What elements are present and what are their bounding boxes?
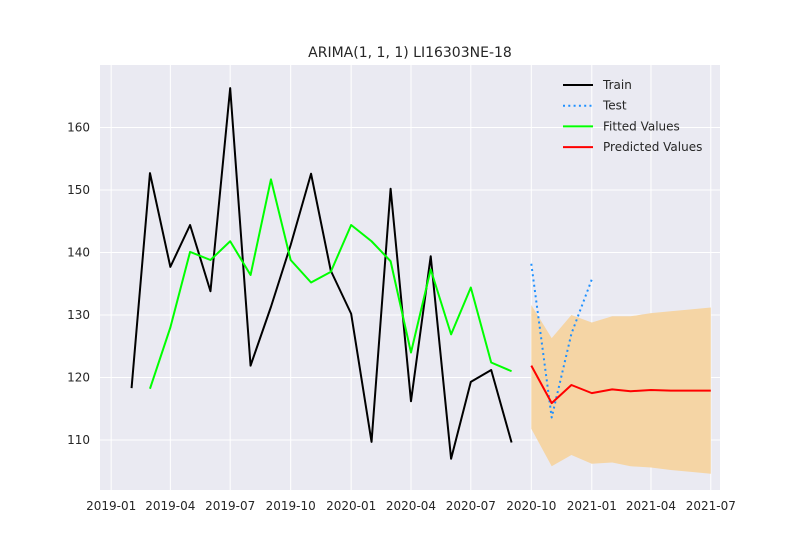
- legend-label: Train: [602, 78, 632, 92]
- series-line-fitted-values: [149, 178, 512, 390]
- legend-label: Predicted Values: [603, 140, 702, 154]
- series-line-train: [130, 87, 513, 460]
- legend-label: Fitted Values: [603, 119, 680, 133]
- y-axis-ticks: 110 120 130 140 150 160: [67, 121, 90, 448]
- y-tick-label: 120: [67, 371, 90, 385]
- x-tick-label: 2020-10: [506, 499, 556, 513]
- x-tick-label: 2020-04: [386, 499, 436, 513]
- x-axis-ticks: 2019-01 2019-04 2019-07 2019-10 2020-01 2020-…: [86, 499, 736, 513]
- x-tick-label: 2019-01: [86, 499, 136, 513]
- x-tick-label: 2019-07: [205, 499, 255, 513]
- y-tick-label: 150: [67, 183, 90, 197]
- x-tick-label: 2020-07: [446, 499, 496, 513]
- x-tick-label: 2021-01: [567, 499, 617, 513]
- chart-title: ARIMA(1, 1, 1) LI16303NE-18: [308, 45, 512, 61]
- y-tick-label: 110: [67, 433, 90, 447]
- series-line-predicted-values: [530, 365, 711, 405]
- y-tick-label: 140: [67, 246, 90, 260]
- y-tick-label: 160: [67, 121, 90, 135]
- x-tick-label: 2019-10: [266, 499, 316, 513]
- x-tick-label: 2019-04: [145, 499, 195, 513]
- legend: Train Test Fitted Values Predicted Values: [563, 78, 702, 154]
- legend-label: Test: [602, 99, 627, 113]
- x-tick-label: 2021-04: [626, 499, 676, 513]
- y-tick-label: 130: [67, 308, 90, 322]
- x-tick-label: 2021-07: [686, 499, 736, 513]
- x-tick-label: 2020-01: [326, 499, 376, 513]
- series-layer: [130, 87, 711, 460]
